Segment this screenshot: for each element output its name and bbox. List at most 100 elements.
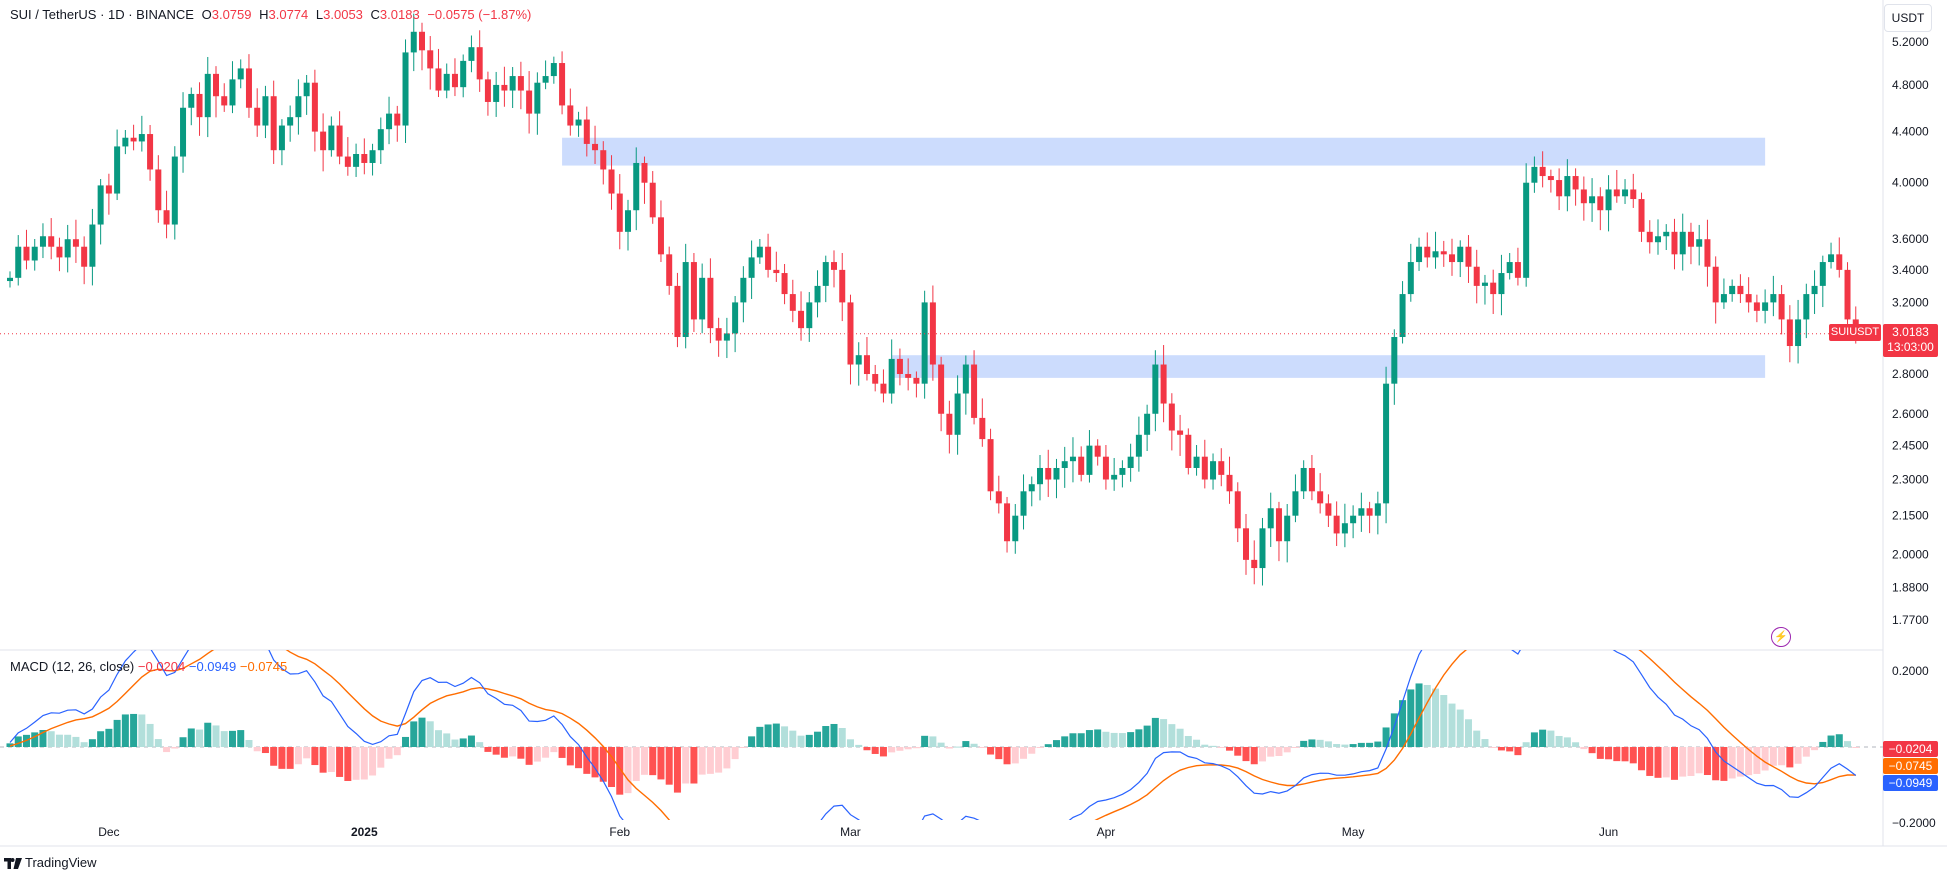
candle [1745, 277, 1752, 313]
candle [81, 236, 88, 285]
macd-histogram-bar [121, 714, 129, 747]
change-value: −0.0575 (−1.87%) [427, 7, 532, 22]
candle [451, 58, 458, 97]
candle-body [410, 31, 417, 53]
candle [1012, 504, 1019, 554]
candle-body [1218, 461, 1225, 475]
macd-histogram-bar [1324, 741, 1332, 747]
candle-body [748, 257, 755, 278]
candle-body [1622, 189, 1629, 197]
candle-body [501, 84, 508, 91]
candle [1531, 156, 1538, 193]
candle-body [1556, 180, 1563, 197]
macd-histogram-bar [1291, 747, 1299, 748]
macd-histogram-bar [1753, 747, 1761, 774]
candle-body [328, 125, 335, 151]
macd-hist-tag: −0.0204 [1883, 741, 1938, 757]
candle [386, 96, 393, 145]
candle-body [649, 182, 656, 218]
symbol-title[interactable]: SUI / TetherUS · 1D · BINANCE [10, 7, 194, 22]
macd-histogram-bar [1267, 747, 1275, 757]
candle [237, 59, 244, 89]
currency-unit-button[interactable]: USDT [1884, 4, 1932, 32]
low-value: 3.0053 [323, 7, 363, 22]
candle [155, 155, 162, 223]
macd-histogram-bar [1102, 731, 1110, 747]
macd-histogram-bar [237, 730, 245, 747]
date-tick-label: 2025 [351, 825, 378, 839]
macd-histogram-bar [838, 728, 846, 747]
macd-histogram-bar [1555, 735, 1563, 747]
macd-histogram-bar [912, 747, 920, 749]
candle [806, 292, 813, 342]
candle-body [534, 82, 541, 114]
candle [163, 190, 170, 239]
candle-body [1028, 484, 1035, 492]
macd-histogram-bar [690, 747, 698, 784]
macd-histogram-bar [1456, 709, 1464, 747]
candle [657, 200, 664, 263]
macd-histogram-bar [1135, 729, 1143, 747]
tradingview-logo[interactable]: TradingView [4, 855, 97, 870]
candle-body [1012, 515, 1019, 542]
macd-histogram-bar [1588, 747, 1596, 754]
macd-histogram-bar [426, 721, 434, 747]
flash-icon[interactable]: ⚡ [1771, 627, 1791, 647]
candle [1605, 175, 1612, 232]
macd-histogram-bar [1151, 717, 1159, 747]
candle [344, 137, 351, 176]
macd-histogram-bar [138, 714, 146, 747]
candle [1819, 255, 1826, 308]
candle-body [616, 193, 623, 232]
candle [1325, 494, 1332, 528]
macd-title[interactable]: MACD (12, 26, close) [10, 659, 135, 674]
macd-histogram-bar [723, 747, 731, 769]
candle-body [1317, 491, 1324, 504]
candle [600, 141, 607, 185]
candle-body [1160, 364, 1167, 404]
macd-histogram-bar [31, 732, 39, 747]
support-resistance-zone [562, 137, 1766, 166]
candle-body [171, 156, 178, 225]
candle [888, 339, 895, 404]
candle [1622, 179, 1629, 204]
candle [1449, 238, 1455, 276]
candle-body [938, 364, 945, 414]
candle [460, 54, 467, 98]
candle [715, 317, 722, 357]
macd-histogram-bar [1720, 747, 1728, 781]
candle [1556, 168, 1563, 211]
last-price-tag: 3.0183 13:03:00 [1883, 324, 1938, 357]
candle [1770, 275, 1777, 317]
macd-histogram-bar [583, 747, 591, 774]
candle [979, 398, 986, 447]
candle-body [822, 262, 829, 286]
macd-tick-label: −0.2000 [1892, 816, 1936, 830]
macd-histogram-bar [130, 713, 138, 747]
candle [254, 88, 261, 137]
macd-histogram-bar [1118, 733, 1126, 747]
macd-histogram-bar [575, 747, 583, 769]
candle [896, 348, 903, 386]
candle [1201, 439, 1208, 489]
candle-body [633, 162, 640, 211]
candle-body [1210, 461, 1217, 480]
candle-body [204, 73, 211, 118]
macd-histogram-bar [410, 721, 418, 747]
candle [1729, 279, 1736, 302]
macd-histogram-bar [476, 742, 484, 747]
bar-countdown: 13:03:00 [1887, 340, 1934, 354]
candle-body [1374, 503, 1381, 516]
candle [1341, 503, 1348, 548]
macd-histogram-bar [47, 731, 55, 747]
macd-histogram-bar [1308, 739, 1316, 747]
candle [1308, 455, 1315, 501]
candle-body [287, 117, 294, 126]
candle-body [773, 269, 780, 274]
candle [1712, 256, 1719, 324]
candle [971, 350, 978, 425]
candle [443, 63, 450, 99]
candle-body [1696, 239, 1703, 247]
candle-body [1251, 559, 1258, 569]
